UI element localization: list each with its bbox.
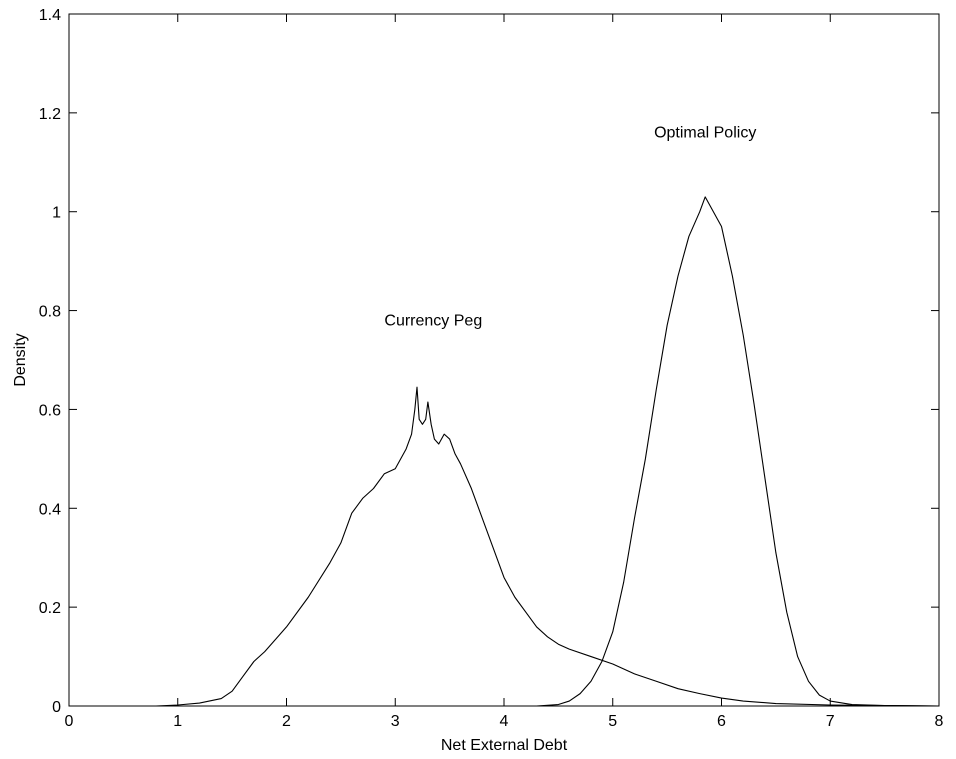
plot-frame	[68, 13, 940, 707]
annotation-label: Currency Peg	[384, 312, 482, 329]
y-tick-label: 1	[52, 205, 61, 222]
axis-ticks	[68, 13, 940, 707]
y-tick-label: 1.4	[39, 7, 61, 24]
x-tick-label: 5	[608, 713, 617, 730]
x-axis-label: Net External Debt	[441, 737, 568, 754]
series-line-2	[536, 196, 940, 707]
y-tick-label: 0.6	[39, 402, 61, 419]
x-tick-label: 3	[391, 713, 400, 730]
y-tick-labels: 0 0.2 0.4 0.6 0.8 1 1.2 1.4	[39, 7, 61, 716]
x-tick-label: 4	[500, 713, 509, 730]
x-tick-label: 0	[65, 713, 74, 730]
x-tick-label: 2	[282, 713, 291, 730]
y-tick-label: 1.2	[39, 106, 61, 123]
series-lines	[155, 196, 940, 707]
annotations: Currency Peg Optimal Policy	[384, 125, 756, 330]
series-line-1	[155, 386, 940, 707]
y-tick-label: 0.4	[39, 501, 61, 518]
y-tick-label: 0.2	[39, 600, 61, 617]
x-tick-label: 1	[173, 713, 182, 730]
y-tick-label: 0.8	[39, 304, 61, 321]
x-tick-labels: 0 1 2 3 4 5 6 7 8	[65, 713, 944, 730]
annotation-label: Optimal Policy	[654, 125, 756, 142]
y-axis-label: Density	[12, 333, 29, 386]
x-tick-label: 7	[826, 713, 835, 730]
x-tick-label: 8	[935, 713, 944, 730]
x-tick-label: 6	[717, 713, 726, 730]
y-tick-label: 0	[52, 699, 61, 716]
